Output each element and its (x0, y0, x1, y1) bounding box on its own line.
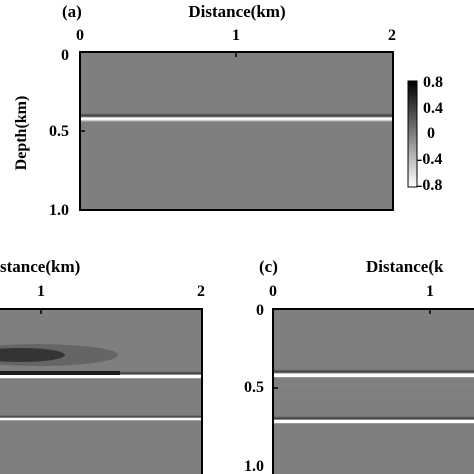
panel-a-cb-tick-4: -0.8 (417, 177, 442, 194)
panel-b-xtick-1: 1 (37, 283, 45, 300)
panel-c-ytick-0: 0 (256, 302, 264, 319)
panel-a-xtick-0: 0 (76, 27, 84, 44)
panel-a-ytick-0: 0 (61, 47, 69, 64)
panel-c-reflector-1 (273, 369, 474, 378)
panel-c: (c) Distance(k 0 1 0 0.5 1.0 (244, 257, 474, 474)
panel-c-ytick-1: 0.5 (244, 379, 264, 396)
panel-a-reflector-1 (80, 113, 393, 122)
panel-a-cb-tick-3: -0.4 (417, 151, 442, 168)
panel-a-ytick-2: 1.0 (49, 202, 69, 219)
panel-a-xtick-1: 1 (232, 27, 240, 44)
panel-c-label: (c) (259, 257, 278, 276)
panel-a-xlabel: Distance(km) (188, 2, 285, 21)
panel-b: stance(km) 1 2 (0, 257, 205, 474)
panel-a-ytick-1: 0.5 (49, 123, 69, 140)
panel-c-xlabel: Distance(k (366, 257, 444, 276)
panel-c-frame (272, 308, 474, 474)
panel-c-xtick-0: 0 (269, 283, 277, 300)
panel-b-xtick-2: 2 (197, 283, 205, 300)
panel-c-xtick-1: 1 (426, 283, 434, 300)
panel-c-ytick-2: 1.0 (244, 458, 264, 474)
panel-a-image (80, 52, 393, 210)
panel-b-image (0, 309, 202, 474)
panel-a-xtick-2: 2 (388, 27, 396, 44)
panel-a: (a) Distance(km) 0 1 2 0 0.5 1.0 Depth(k… (13, 2, 443, 219)
panel-a-cb-tick-0: 0.8 (423, 74, 443, 91)
panel-c-image (273, 309, 474, 474)
panel-a-colorbar (407, 80, 418, 188)
panel-a-label: (a) (62, 2, 82, 21)
panel-a-ylabel: Depth(km) (13, 96, 30, 171)
panel-b-xlabel: stance(km) (0, 257, 80, 276)
panel-a-cb-tick-2: 0 (427, 125, 435, 142)
panel-a-cb-tick-1: 0.4 (423, 100, 443, 117)
panel-b-frame (0, 308, 203, 474)
